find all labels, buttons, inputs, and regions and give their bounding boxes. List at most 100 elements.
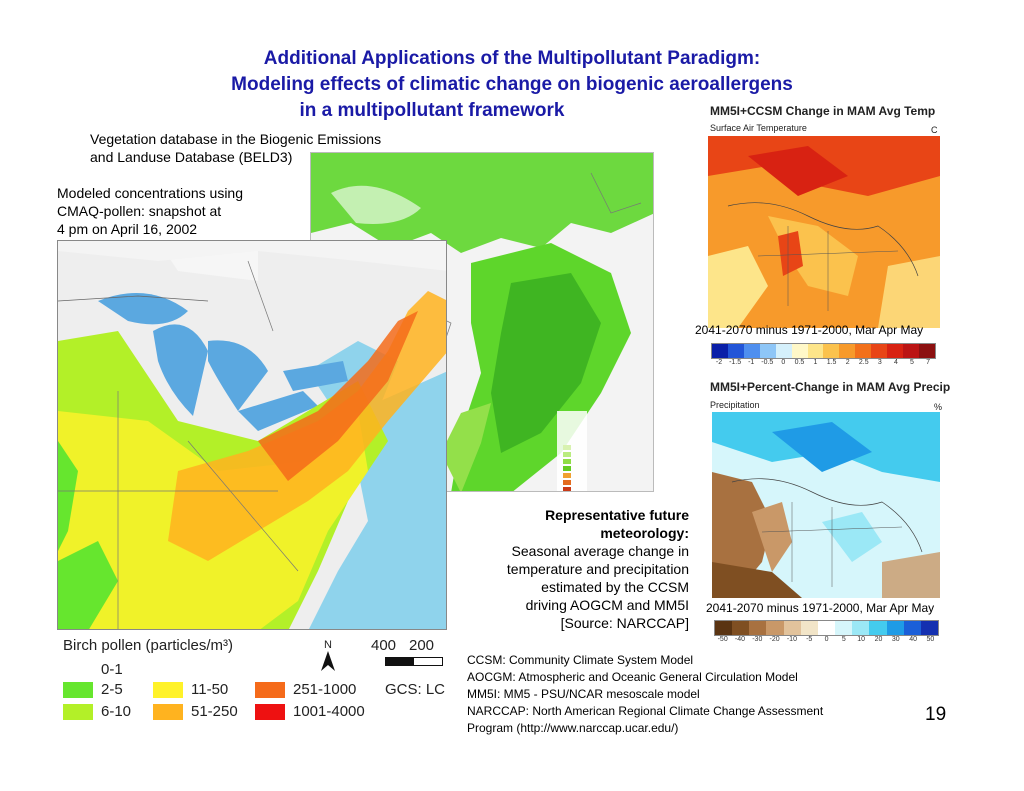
precip-colorbar-swatch [886,621,904,635]
precip-colorbar-swatch [732,621,750,635]
legend-swatch [255,703,285,720]
glossary-item: NARCCAP: North American Regional Climate… [467,704,824,718]
precip-colorbar-tick: 10 [857,636,866,643]
modeled-caption-line-1: Modeled concentrations using [57,185,244,201]
temp-colorbar-swatch [807,344,824,358]
temp-colorbar-swatch [903,344,919,358]
precip-colorbar-swatch [800,621,818,635]
temp-colorbar-swatch [823,344,840,358]
pollen-legend-item: 2-5 [63,681,123,698]
modeled-caption-line-2: CMAQ-pollen: snapshot at [57,203,222,219]
temp-colorbar-tick: -0.5 [761,359,774,366]
projection-label: GCS: LC [385,681,446,698]
title-line-2: Modeling effects of climatic change on b… [231,74,793,95]
temp-colorbar-tick: 0 [781,359,786,366]
meteorology-line-2: temperature and precipitation [506,561,689,577]
legend-swatch [153,681,183,698]
temp-colorbar-swatch [712,344,728,358]
vegetation-legend-swatches [563,445,571,491]
pollen-legend: Birch pollen (particles/m³) 0-1 2-5 6-10… [63,637,446,732]
precip-colorbar-tick: -50 [717,636,728,643]
meteorology-heading-2: meteorology: [600,525,689,541]
legend-label: 251-1000 [293,681,357,698]
precip-colorbar-swatch [920,621,939,635]
modeled-caption: Modeled concentrations using CMAQ-pollen… [57,184,243,238]
temp-colorbar-swatch [775,344,792,358]
precip-colorbar-ticks: -50 -40 -30 -20 -10 -5 0 5 10 20 30 40 50 [714,636,939,643]
temp-map-unit: C [931,125,938,135]
temp-map-image [708,136,940,328]
glossary: CCSM: Community Climate System Model AOC… [467,652,823,737]
temp-colorbar-swatch [791,344,808,358]
precip-colorbar-tick: -20 [769,636,780,643]
temp-colorbar-tick: 3 [877,359,882,366]
pollen-legend-item: 6-10 [63,703,131,720]
precip-change-map: MM5I+Percent-Change in MAM Avg Precip Pr… [706,380,950,600]
temp-colorbar-swatches [711,343,936,359]
precip-colorbar-tick: 40 [909,636,917,643]
temp-colorbar-swatch [839,344,856,358]
legend-swatch [63,681,93,698]
precip-colorbar-swatch [869,621,887,635]
precip-map-caption: 2041-2070 minus 1971-2000, Mar Apr May [706,601,935,615]
precip-colorbar-tick: 0 [824,636,829,643]
pollen-legend-title: Birch pollen (particles/m³) [63,637,234,654]
page-number: 19 [925,704,947,725]
vegetation-caption-line-1: Vegetation database in the Biogenic Emis… [90,131,382,147]
precip-map-subtitle: Precipitation [710,400,760,410]
temp-colorbar-tick: -2 [715,359,723,366]
temp-map-subtitle: Surface Air Temperature [710,123,807,133]
temp-colorbar-tick: 2 [845,359,850,366]
precip-colorbar-tick: -40 [734,636,746,643]
temp-colorbar-tick: 0.5 [794,359,805,366]
legend-label: 11-50 [191,681,229,698]
precip-colorbar-tick: 50 [926,636,935,643]
legend-label: 51-250 [191,703,238,720]
legend-label: 1001-4000 [293,703,365,720]
title-line-3: in a multipollutant framework [299,100,565,121]
legend-swatch [153,703,183,720]
scale-bar [385,657,443,666]
north-arrow-icon: N [317,639,339,673]
temp-colorbar-swatch [887,344,904,358]
meteorology-line-3: estimated by the CCSM [541,579,689,595]
precip-colorbar: -50 -40 -30 -20 -10 -5 0 5 10 20 30 40 50 [714,620,939,643]
scale-label-200: 200 [409,637,435,654]
precip-colorbar-swatch [852,621,870,635]
precip-colorbar-tick: -10 [786,636,797,643]
precip-colorbar-swatches [714,620,939,636]
temp-change-map: MM5I+CCSM Change in MAM Avg Temp Surface… [706,104,944,332]
pollen-legend-item: 251-1000 [255,681,356,698]
vegetation-caption: Vegetation database in the Biogenic Emis… [90,130,381,166]
precip-colorbar-swatch [835,621,853,635]
pollen-legend-item: 11-50 [153,681,228,698]
temp-colorbar-tick: 2.5 [858,359,869,366]
precip-colorbar-tick: -30 [752,636,763,643]
temp-colorbar-tick: 1.5 [826,359,837,366]
pollen-legend-item: 1001-4000 [255,703,365,720]
temp-map-title: MM5I+CCSM Change in MAM Avg Temp [710,104,936,118]
precip-colorbar-swatch [766,621,784,635]
legend-label: 6-10 [101,703,132,720]
pollen-legend-label-0: 0-1 [101,661,123,678]
legend-label: 2-5 [101,681,123,698]
temp-colorbar-swatch [759,344,776,358]
vegetation-caption-line-2: and Landuse Database (BELD3) [90,149,293,165]
temp-colorbar-swatch [743,344,760,358]
meteorology-line-1: Seasonal average change in [511,543,689,559]
glossary-item: CCSM: Community Climate System Model [467,653,694,667]
modeled-caption-line-3: 4 pm on April 16, 2002 [57,221,198,237]
glossary-item: MM5I: MM5 - PSU/NCAR mesoscale model [467,687,700,701]
temp-colorbar-tick: -1 [748,359,755,366]
temp-colorbar-swatch [918,344,935,358]
meteorology-caption: Representative future meteorology: Seaso… [455,506,689,632]
glossary-item: AOCGM: Atmospheric and Oceanic General C… [467,670,798,684]
precip-map-image [712,412,940,598]
precip-colorbar-tick: 30 [891,636,900,643]
precip-colorbar-swatch [903,621,921,635]
precip-colorbar-tick: 20 [874,636,883,643]
precip-colorbar-tick: 5 [841,636,846,643]
legend-swatch [63,703,93,720]
precip-colorbar-tick: -5 [806,636,813,643]
temp-colorbar-swatch [871,344,888,358]
